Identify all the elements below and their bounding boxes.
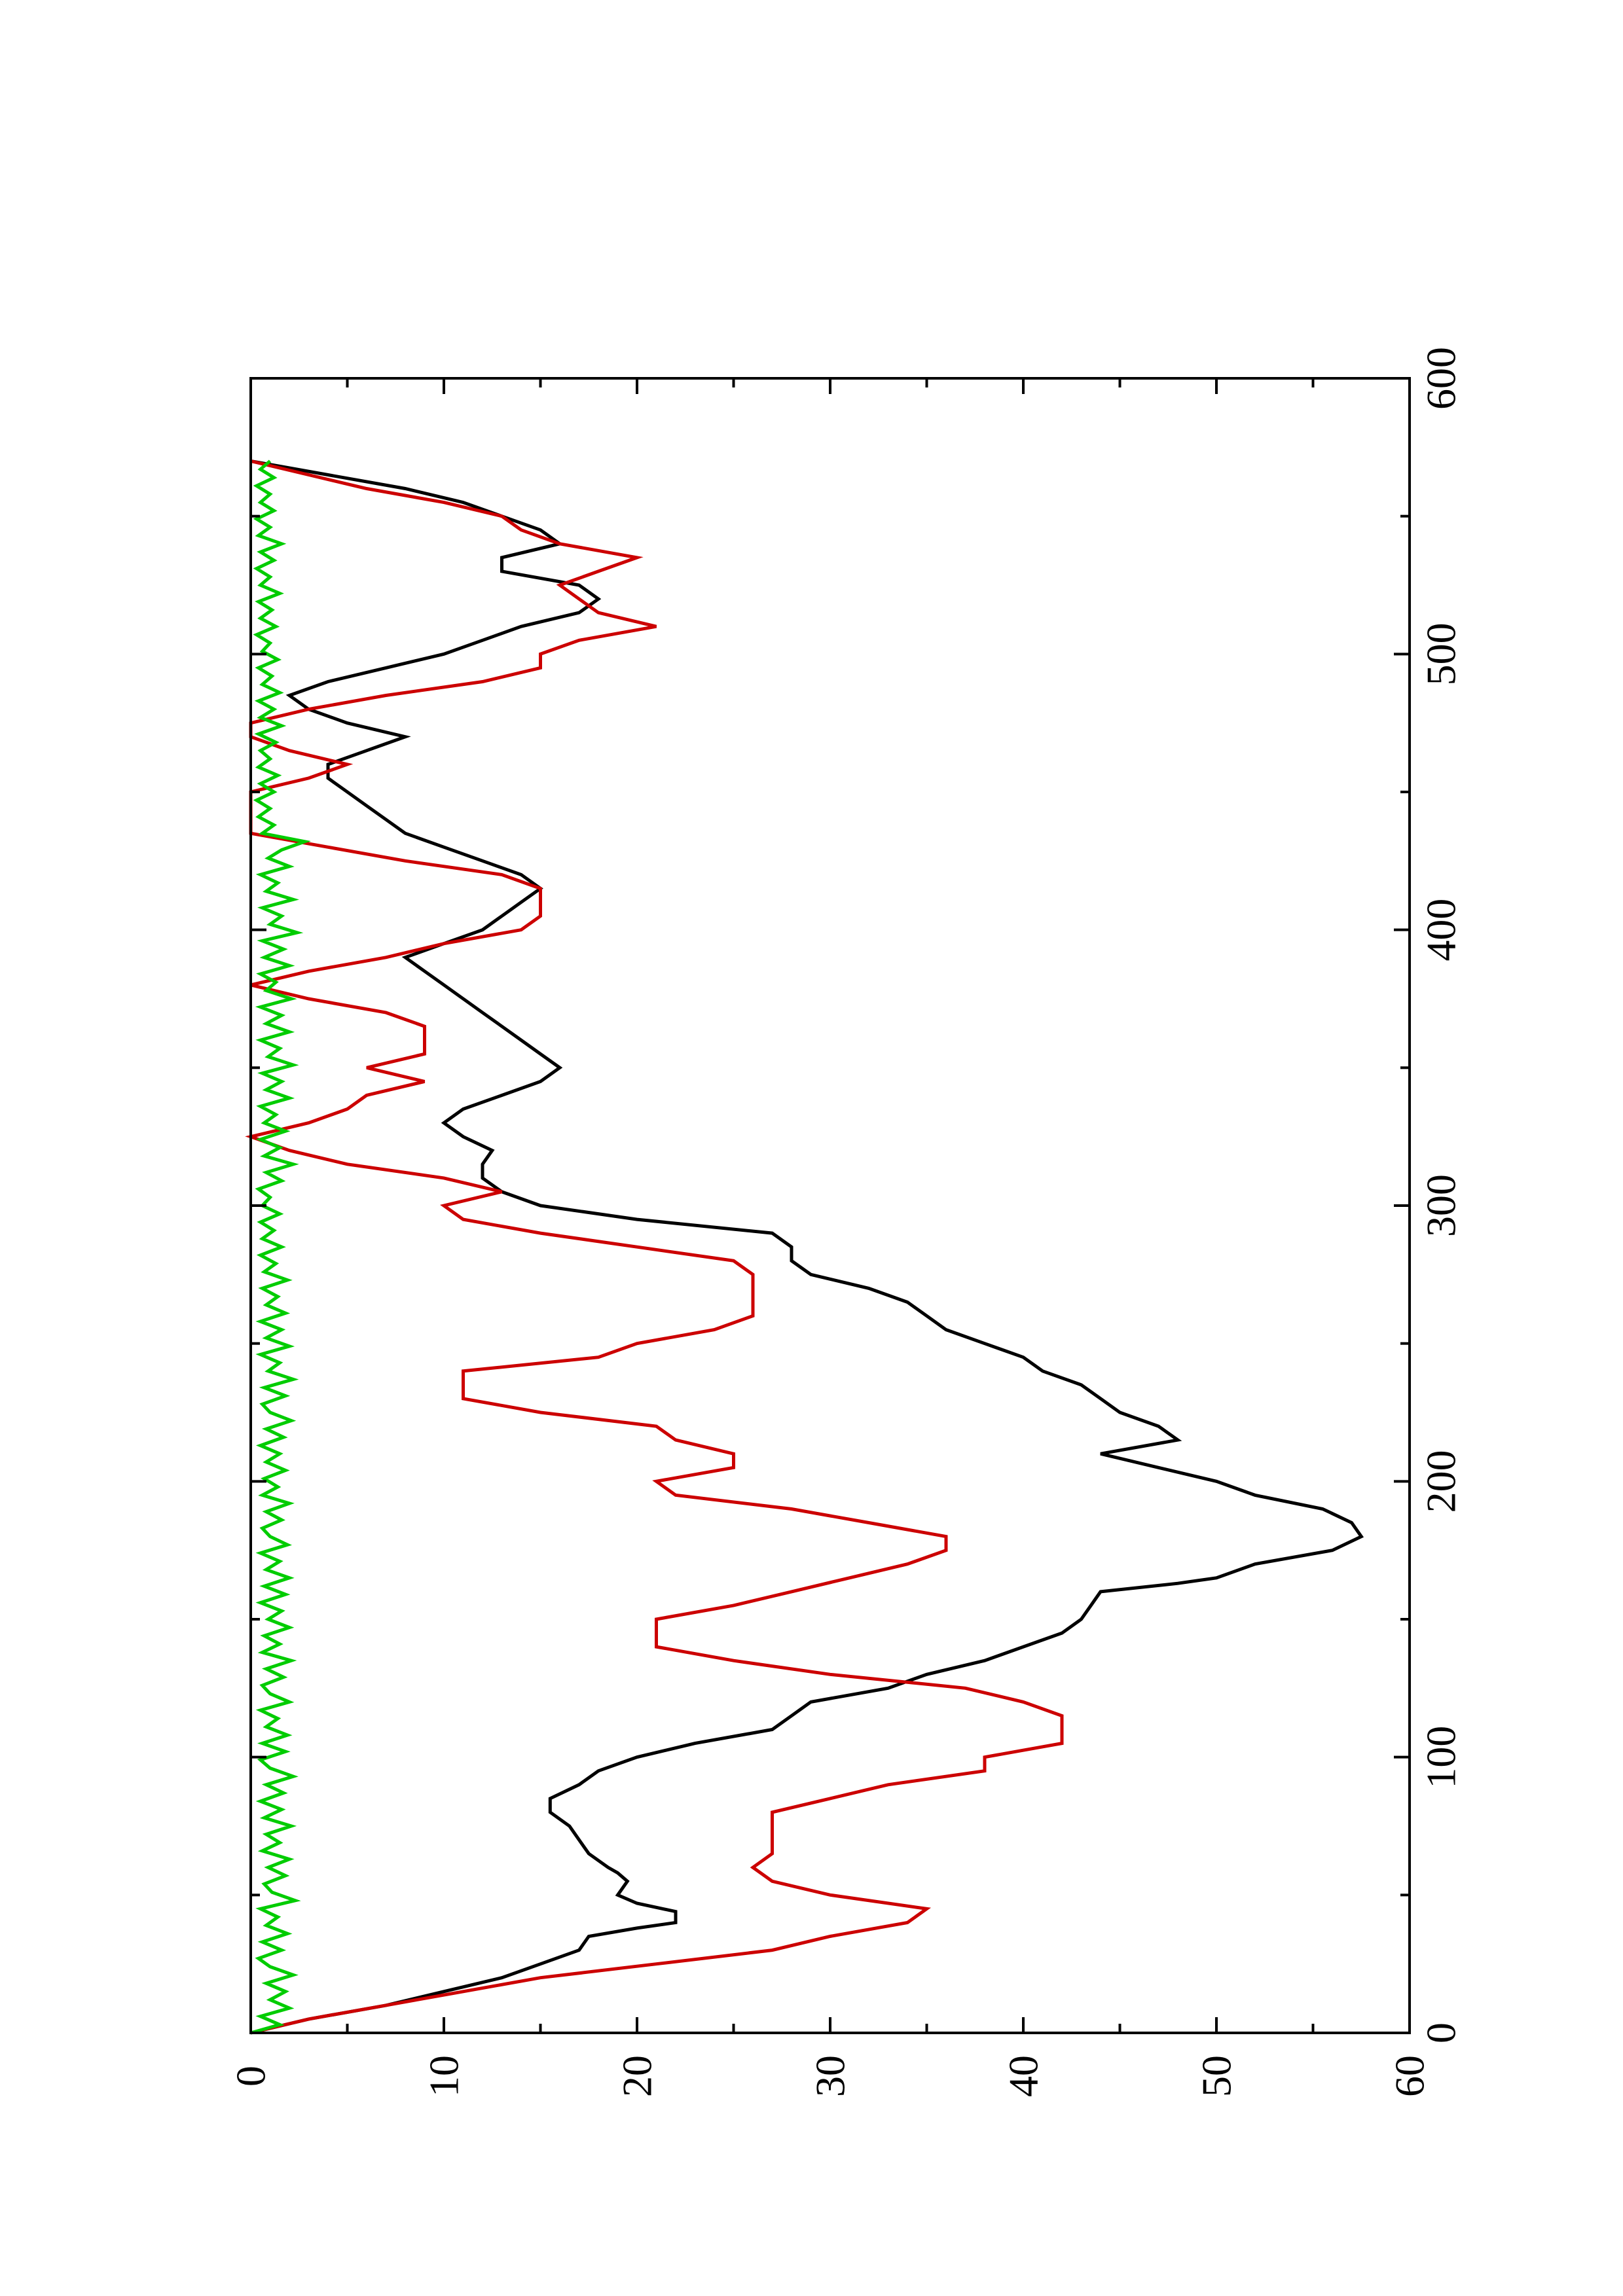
y-tick-label-40: 40	[1000, 2055, 1047, 2097]
series-line-3	[250, 459, 312, 2035]
x-tick-label-100: 100	[1418, 1726, 1465, 1789]
y-tick-label-0: 0	[228, 2066, 274, 2087]
y-tick-label-50: 50	[1194, 2055, 1240, 2097]
x-tick-label-300: 300	[1418, 1174, 1465, 1237]
tick-label-layer: 0 100 200 300 400 500 600 0 10 20 30 40 50 60	[228, 347, 1465, 2097]
y-tick-label-10: 10	[421, 2055, 467, 2097]
y-tick-label-60: 60	[1387, 2055, 1433, 2097]
x-tick-label-200: 200	[1418, 1450, 1465, 1513]
series-line-1	[250, 459, 1364, 2035]
x-tick-label-400: 400	[1418, 899, 1465, 961]
tick-layer	[249, 377, 1411, 2034]
x-tick-label-0: 0	[1418, 2022, 1465, 2043]
y-tick-label-30: 30	[807, 2055, 854, 2097]
y-tick-label-20: 20	[614, 2055, 661, 2097]
x-tick-label-500: 500	[1418, 622, 1465, 685]
x-tick-label-600: 600	[1418, 347, 1465, 410]
